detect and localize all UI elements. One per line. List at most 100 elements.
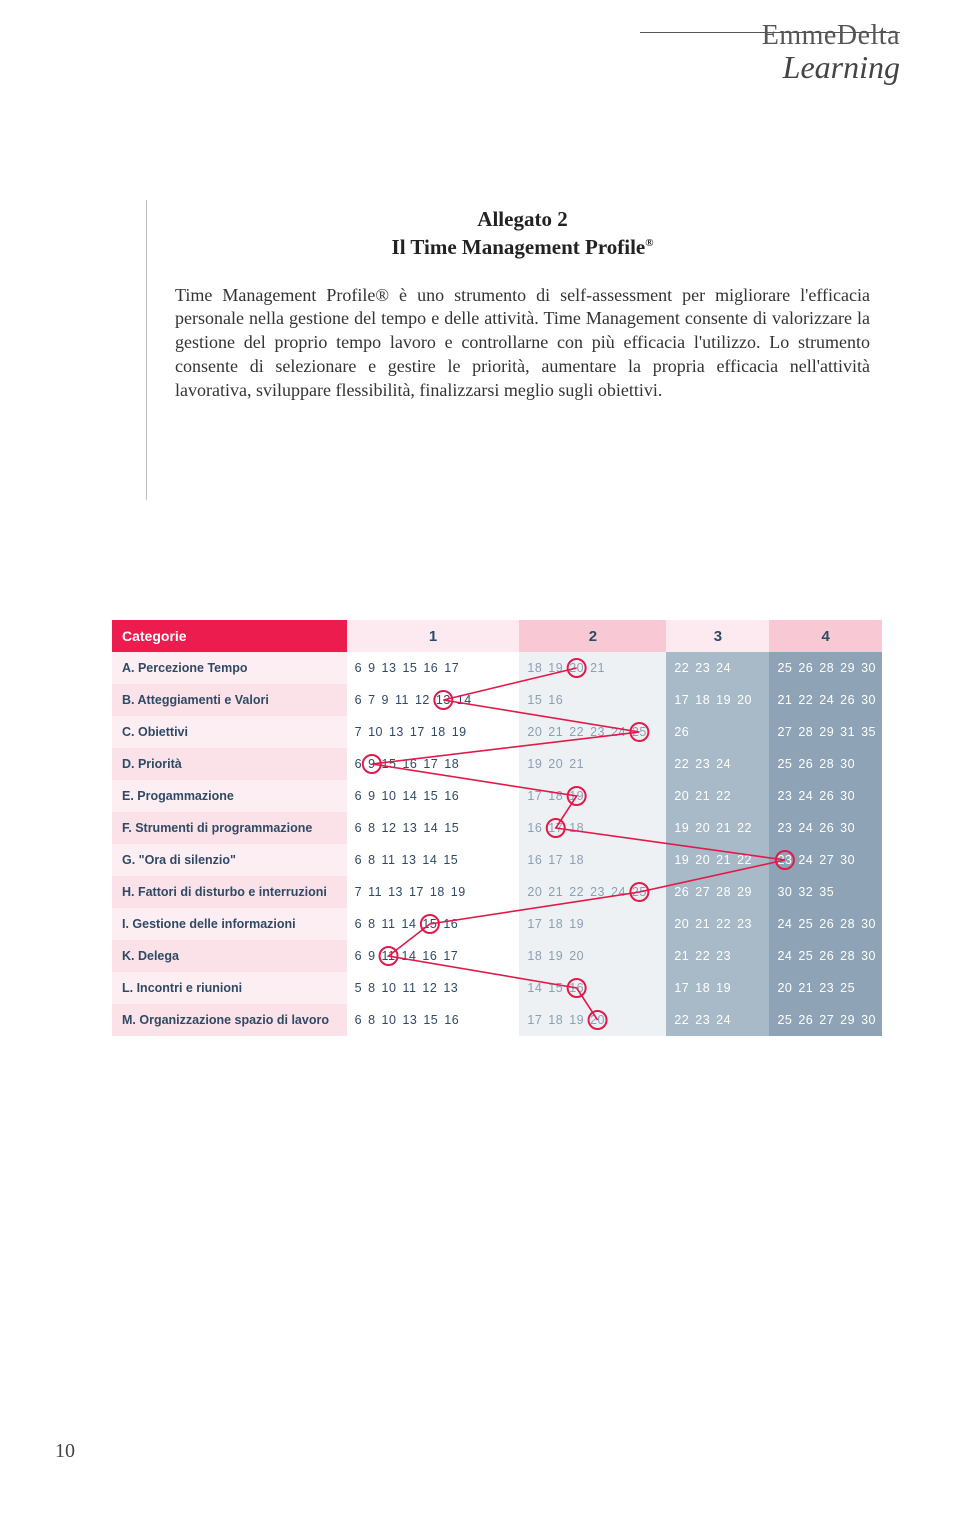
num-cell: 16	[423, 661, 438, 675]
row-label: C. Obiettivi	[112, 716, 347, 748]
num-cell: 18	[527, 661, 542, 675]
row-group: 222324	[666, 1004, 769, 1036]
num-cell: 6	[355, 757, 362, 771]
num-cell: 12	[415, 693, 430, 707]
num-cell: 30	[861, 949, 876, 963]
num-cell: 12	[422, 981, 437, 995]
row-group: 6811131415	[347, 844, 520, 876]
registered-mark: ®	[645, 237, 653, 249]
row-group: 5810111213	[347, 972, 520, 1004]
row-label: E. Progammazione	[112, 780, 347, 812]
num-cell: 14	[402, 917, 417, 931]
num-cell: 11	[368, 885, 382, 899]
num-cell: 22	[716, 917, 731, 931]
num-cell: 26	[840, 693, 855, 707]
num-cell: 18	[569, 853, 584, 867]
row-group: 23242730	[769, 844, 882, 876]
num-cell: 14	[457, 693, 472, 707]
row-group: 6913151617	[347, 652, 520, 684]
row-group: 202122	[666, 780, 769, 812]
num-cell: 8	[368, 1013, 375, 1027]
row-label: A. Percezione Tempo	[112, 652, 347, 684]
num-cell: 18	[569, 821, 584, 835]
num-cell: 14	[423, 821, 438, 835]
num-cell: 19	[569, 1013, 584, 1027]
row-group: 67911121314	[347, 684, 520, 716]
num-cell: 17	[674, 693, 689, 707]
row-group: 2728293135	[769, 716, 882, 748]
num-cell: 15	[402, 661, 417, 675]
num-cell: 23	[716, 949, 731, 963]
row-group: 20212223	[666, 908, 769, 940]
num-cell: 20	[695, 821, 710, 835]
num-cell: 8	[368, 981, 375, 995]
num-cell: 32	[798, 885, 813, 899]
num-cell: 24	[716, 661, 731, 675]
categories-table: Categorie1234A. Percezione Tempo69131516…	[112, 620, 882, 1036]
num-cell: 9	[368, 757, 375, 771]
num-cell: 16	[444, 1013, 459, 1027]
num-cell: 18	[431, 725, 446, 739]
row-group: 19202122	[666, 844, 769, 876]
num-cell: 26	[674, 885, 689, 899]
num-cell: 25	[777, 661, 792, 675]
num-cell: 17	[409, 885, 424, 899]
num-cell: 30	[861, 661, 876, 675]
num-cell: 15	[423, 789, 438, 803]
table-header-col: 1	[347, 620, 520, 652]
row-group: 303235	[769, 876, 882, 908]
row-label: B. Atteggiamenti e Valori	[112, 684, 347, 716]
num-cell: 30	[840, 757, 855, 771]
row-group: 2425262830	[769, 940, 882, 972]
num-cell: 28	[798, 725, 813, 739]
row-group: 26	[666, 716, 769, 748]
num-cell: 6	[355, 853, 362, 867]
row-group: 171819	[519, 780, 666, 812]
num-cell: 22	[674, 757, 689, 771]
num-cell: 15	[548, 981, 563, 995]
num-cell: 6	[355, 661, 362, 675]
num-cell: 24	[777, 949, 792, 963]
logo-line1: EmmeDelta	[640, 20, 900, 52]
num-cell: 31	[840, 725, 855, 739]
num-cell: 27	[819, 1013, 834, 1027]
num-cell: 30	[861, 1013, 876, 1027]
table-row: E. Progammazione691014151617181920212223…	[112, 780, 882, 812]
num-cell: 30	[777, 885, 792, 899]
num-cell: 24	[798, 789, 813, 803]
num-cell: 22	[674, 1013, 689, 1027]
num-cell: 20	[695, 853, 710, 867]
num-cell: 29	[737, 885, 752, 899]
num-cell: 25	[777, 757, 792, 771]
num-cell: 14	[402, 789, 417, 803]
num-cell: 28	[819, 757, 834, 771]
row-group: 17181920	[666, 684, 769, 716]
row-group: 6810131516	[347, 1004, 520, 1036]
num-cell: 6	[355, 789, 362, 803]
num-cell: 15	[443, 853, 458, 867]
num-cell: 23	[590, 725, 605, 739]
num-cell: 20	[590, 1013, 605, 1027]
row-group: 6910141516	[347, 780, 520, 812]
row-label: D. Priorità	[112, 748, 347, 780]
row-group: 2122242630	[769, 684, 882, 716]
num-cell: 26	[819, 789, 834, 803]
num-cell: 28	[840, 949, 855, 963]
num-cell: 18	[444, 757, 459, 771]
num-cell: 7	[355, 725, 362, 739]
row-label: G. "Ora di silenzio"	[112, 844, 347, 876]
num-cell: 28	[840, 917, 855, 931]
num-cell: 30	[861, 917, 876, 931]
num-cell: 18	[695, 693, 710, 707]
num-cell: 23	[695, 1013, 710, 1027]
row-group: 18192021	[519, 652, 666, 684]
num-cell: 16	[527, 853, 542, 867]
num-cell: 29	[840, 1013, 855, 1027]
num-cell: 21	[777, 693, 792, 707]
row-group: 222324	[666, 748, 769, 780]
row-group: 23242630	[769, 780, 882, 812]
row-group: 161718	[519, 844, 666, 876]
num-cell: 30	[840, 789, 855, 803]
num-cell: 8	[368, 853, 375, 867]
num-cell: 13	[402, 821, 417, 835]
